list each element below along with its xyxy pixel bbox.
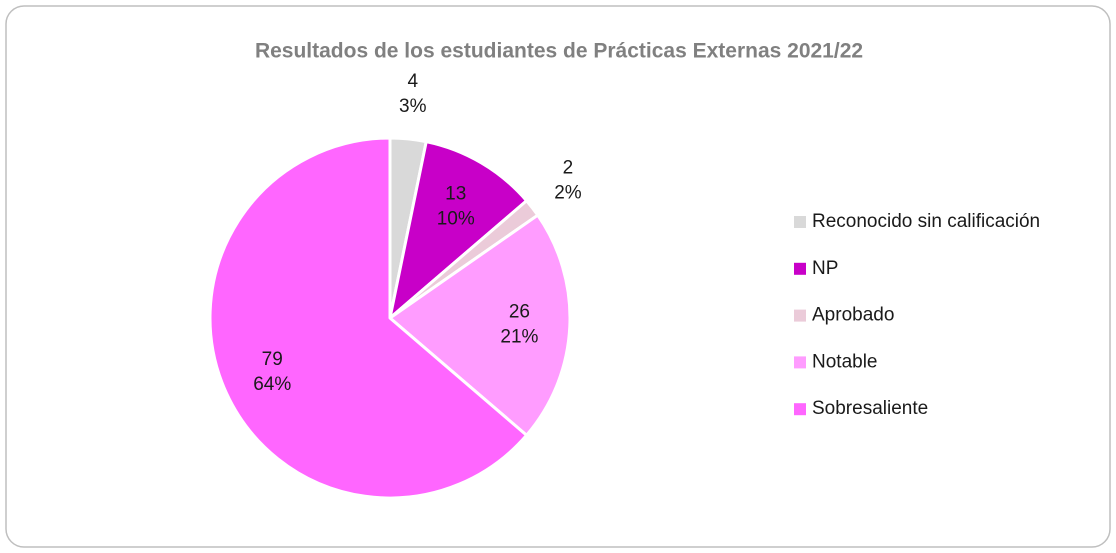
pie-slice: [388, 213, 572, 437]
legend-label: Notable: [812, 351, 878, 372]
pie-slice: [388, 140, 529, 320]
legend-swatch: [794, 262, 806, 275]
data-label-count: 4: [407, 71, 418, 92]
data-label-percent: 10%: [437, 208, 475, 229]
data-label-count: 79: [262, 349, 283, 370]
data-label-percent: 3%: [399, 96, 427, 117]
chart-title: Resultados de los estudiantes de Práctic…: [255, 40, 863, 63]
data-label-percent: 21%: [500, 327, 538, 348]
legend-label: NP: [812, 258, 838, 279]
data-label-count: 26: [509, 302, 530, 323]
data-label-percent: 2%: [554, 182, 582, 203]
legend-swatch: [794, 403, 806, 416]
legend-label: Aprobado: [812, 305, 894, 326]
legend-label: Sobresaliente: [812, 398, 928, 419]
legend-label: Reconocido sin calificación: [812, 211, 1040, 232]
legend-swatch: [794, 216, 806, 228]
legend-swatch: [794, 356, 806, 369]
legend-swatch: [794, 309, 806, 322]
data-label-count: 2: [563, 157, 574, 178]
pie-slice: [208, 136, 529, 500]
data-label-count: 13: [445, 183, 466, 204]
data-label-percent: 64%: [253, 374, 291, 395]
